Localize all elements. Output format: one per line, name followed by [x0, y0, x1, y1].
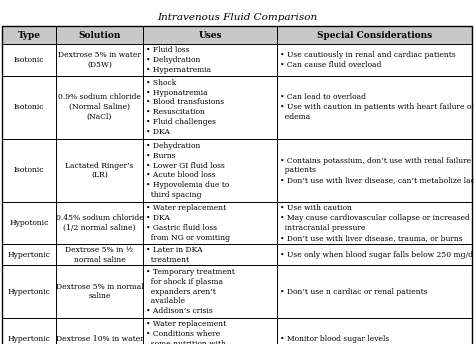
Text: Dextrose 5% in ½
normal saline: Dextrose 5% in ½ normal saline: [65, 246, 134, 264]
Bar: [2, 202, 56, 244]
Text: Hypotonic: Hypotonic: [9, 219, 49, 227]
Text: • Use cautiously in renal and cardiac patients
• Can cause fluid overload: • Use cautiously in renal and cardiac pa…: [280, 51, 456, 69]
Bar: [143, 202, 277, 244]
Text: • Use with caution
• May cause cardiovascular collapse or increased
  intracrani: • Use with caution • May cause cardiovas…: [280, 204, 470, 242]
Bar: [2, 139, 56, 202]
Bar: [56, 76, 143, 139]
Bar: [143, 44, 277, 76]
Bar: [2, 76, 56, 139]
Text: • Dehydration
• Burns
• Lower GI fluid loss
• Acute blood loss
• Hypovolemia due: • Dehydration • Burns • Lower GI fluid l…: [146, 142, 229, 199]
Bar: [56, 139, 143, 202]
Bar: [56, 265, 143, 318]
Bar: [277, 244, 472, 265]
Bar: [56, 26, 143, 44]
Text: Isotonic: Isotonic: [14, 103, 44, 111]
Text: • Monitor blood sugar levels: • Monitor blood sugar levels: [280, 335, 389, 343]
Text: Type: Type: [18, 31, 40, 40]
Text: • Water replacement
• DKA
• Gastric fluid loss
  from NG or vomiting: • Water replacement • DKA • Gastric flui…: [146, 204, 230, 242]
Bar: [277, 44, 472, 76]
Text: • Contains potassium, don’t use with renal failure
  patients
• Don’t use with l: • Contains potassium, don’t use with ren…: [280, 157, 474, 184]
Text: Isotonic: Isotonic: [14, 56, 44, 64]
Bar: [2, 244, 56, 265]
Bar: [2, 318, 56, 344]
Bar: [2, 26, 56, 44]
Bar: [2, 44, 56, 76]
Text: Hypertonic: Hypertonic: [8, 251, 50, 259]
Bar: [2, 265, 56, 318]
Bar: [56, 44, 143, 76]
Text: Hypertonic: Hypertonic: [8, 335, 50, 343]
Bar: [277, 139, 472, 202]
Bar: [277, 202, 472, 244]
Bar: [143, 26, 277, 44]
Text: • Don’t use n cardiac or renal patients: • Don’t use n cardiac or renal patients: [280, 288, 428, 295]
Text: 0.9% sodium chloride
(Normal Saline)
(NaCl): 0.9% sodium chloride (Normal Saline) (Na…: [58, 94, 141, 121]
Bar: [143, 265, 277, 318]
Text: Lactated Ringer’s
(LR): Lactated Ringer’s (LR): [65, 161, 134, 179]
Text: Intravenous Fluid Comparison: Intravenous Fluid Comparison: [157, 13, 317, 22]
Bar: [143, 318, 277, 344]
Bar: [56, 318, 143, 344]
Bar: [277, 26, 472, 44]
Text: • Fluid loss
• Dehydration
• Hypernatremia: • Fluid loss • Dehydration • Hypernatrem…: [146, 46, 211, 74]
Text: Hypertonic: Hypertonic: [8, 288, 50, 295]
Text: Dextrose 10% in water: Dextrose 10% in water: [55, 335, 144, 343]
Bar: [143, 244, 277, 265]
Bar: [56, 202, 143, 244]
Text: Special Considerations: Special Considerations: [317, 31, 432, 40]
Text: • Water replacement
• Conditions where
  some nutrition with
  glucose is requir: • Water replacement • Conditions where s…: [146, 320, 226, 344]
Text: Isotonic: Isotonic: [14, 166, 44, 174]
Text: • Shock
• Hyponatremia
• Blood transfusions
• Resuscitation
• Fluid challenges
•: • Shock • Hyponatremia • Blood transfusi…: [146, 79, 224, 136]
Text: Uses: Uses: [198, 31, 222, 40]
Bar: [277, 76, 472, 139]
Bar: [143, 139, 277, 202]
Bar: [277, 318, 472, 344]
Text: • Can lead to overload
• Use with caution in patients with heart failure or
  ed: • Can lead to overload • Use with cautio…: [280, 94, 474, 121]
Text: • Later in DKA
  treatment: • Later in DKA treatment: [146, 246, 202, 264]
Text: Solution: Solution: [78, 31, 121, 40]
Text: 0.45% sodium chloride
(1/2 normal saline): 0.45% sodium chloride (1/2 normal saline…: [55, 214, 144, 232]
Text: Dextrose 5% in normal
saline: Dextrose 5% in normal saline: [56, 283, 143, 300]
Text: Dextrose 5% in water
(D5W): Dextrose 5% in water (D5W): [58, 51, 141, 69]
Bar: [277, 265, 472, 318]
Text: • Temporary treatment
  for shock if plasma
  expanders aren’t
  available
• Add: • Temporary treatment for shock if plasm…: [146, 268, 235, 315]
Text: • Use only when blood sugar falls below 250 mg/dL: • Use only when blood sugar falls below …: [280, 251, 474, 259]
Bar: [143, 76, 277, 139]
Bar: [56, 244, 143, 265]
